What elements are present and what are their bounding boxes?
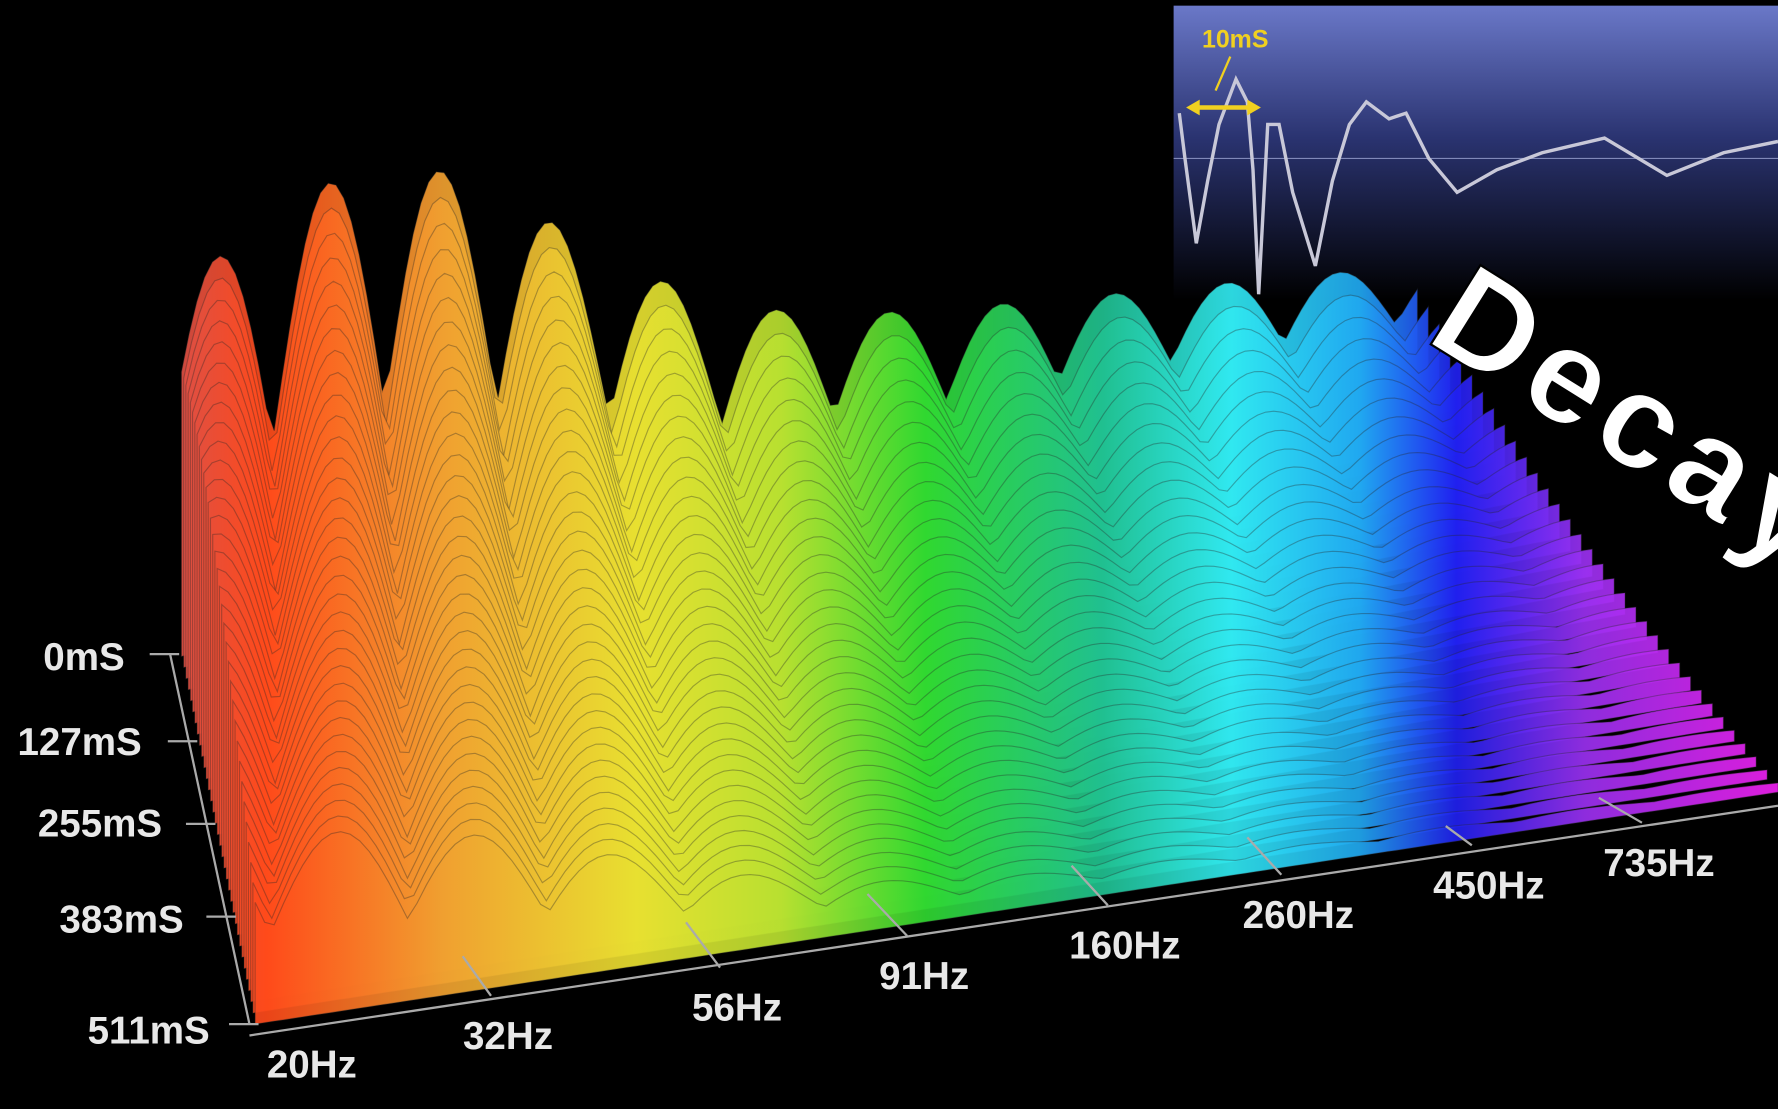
time-label: 511mS — [88, 1009, 210, 1052]
inset-annotation: 10mS — [1202, 26, 1269, 54]
frequency-label: 56Hz — [692, 987, 782, 1030]
frequency-label: 450Hz — [1433, 865, 1544, 908]
frequency-label: 20Hz — [267, 1043, 357, 1086]
time-label: 0mS — [43, 636, 124, 679]
frequency-label: 160Hz — [1069, 925, 1180, 968]
frequency-label: 32Hz — [463, 1015, 553, 1058]
time-label: 255mS — [38, 802, 162, 845]
time-label: 383mS — [59, 898, 183, 941]
time-label: 127mS — [17, 721, 141, 764]
waterfall-plot: 10mS 0mS 127mS 255mS 383mS 511mS 20Hz 32Hz 56Hz… — [0, 0, 1778, 1109]
page: 10mS 0mS 127mS 255mS 383mS 511mS 20Hz 32Hz 56Hz… — [0, 0, 1778, 1109]
frequency-label: 260Hz — [1243, 894, 1354, 937]
frequency-label: 735Hz — [1603, 842, 1714, 885]
frequency-label: 91Hz — [879, 955, 969, 998]
